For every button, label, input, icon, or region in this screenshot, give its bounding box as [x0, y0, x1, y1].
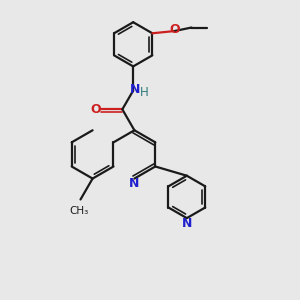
Text: CH₃: CH₃	[69, 206, 89, 216]
Text: H: H	[140, 86, 149, 99]
Text: N: N	[129, 177, 140, 190]
Text: O: O	[170, 23, 180, 36]
Text: O: O	[90, 103, 101, 116]
Text: N: N	[130, 82, 140, 96]
Text: N: N	[182, 217, 192, 230]
